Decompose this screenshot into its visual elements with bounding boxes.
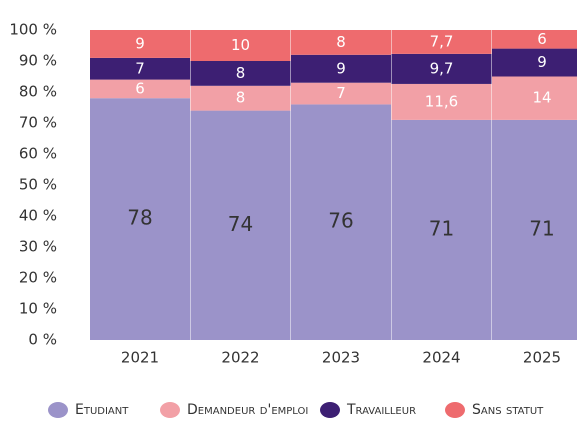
y-tick-label: 100 % — [9, 21, 57, 39]
y-tick-label: 10 % — [19, 300, 57, 318]
data-label: 7 — [336, 84, 346, 102]
bar-segment — [291, 30, 391, 55]
data-label: 71 — [429, 216, 454, 240]
data-label: 7,7 — [430, 32, 454, 50]
legend-label: Demandeur d'emploi — [187, 402, 308, 418]
data-label: 14 — [532, 89, 551, 107]
data-label: 71 — [529, 216, 554, 240]
data-label: 10 — [231, 36, 250, 54]
bar-segment — [190, 61, 291, 86]
data-label: 8 — [236, 64, 246, 82]
legend-marker — [445, 402, 465, 418]
data-label: 74 — [228, 212, 253, 236]
bar-segment — [391, 119, 492, 341]
bar-segment — [90, 30, 190, 58]
bar-segment — [90, 98, 190, 340]
bar-segment — [90, 79, 190, 99]
bar-segment — [190, 30, 291, 61]
data-label: 9,7 — [430, 59, 454, 77]
bar-segment — [291, 54, 391, 83]
bar-segment — [391, 53, 492, 84]
y-tick-label: 70 % — [19, 114, 57, 132]
y-tick-label: 40 % — [19, 207, 57, 225]
bar-segment — [492, 119, 577, 341]
data-label: 76 — [328, 209, 353, 233]
legend-marker — [160, 402, 180, 418]
legend-label: Travailleur — [346, 402, 416, 418]
x-tick-label: 2022 — [221, 349, 259, 367]
y-tick-label: 50 % — [19, 176, 57, 194]
data-label: 7 — [135, 59, 145, 77]
bar-segment — [291, 82, 391, 105]
legend-marker — [48, 402, 68, 418]
legend-marker — [320, 402, 340, 418]
data-label: 6 — [537, 30, 547, 48]
x-tick-label: 2025 — [523, 349, 561, 367]
bar-segment — [492, 76, 577, 120]
data-label: 11,6 — [425, 92, 458, 110]
bar-segment — [190, 85, 291, 111]
data-label: 6 — [135, 79, 145, 97]
y-tick-label: 0 % — [28, 331, 57, 349]
bar-segment — [190, 110, 291, 340]
bar-segment — [492, 30, 577, 49]
legend-label: Etudiant — [75, 402, 129, 418]
y-tick-label: 60 % — [19, 145, 57, 163]
bar-segment — [391, 30, 492, 54]
data-label: 8 — [236, 89, 246, 107]
y-tick-label: 80 % — [19, 83, 57, 101]
legend-label: Sans statut — [472, 402, 544, 418]
bar-segment — [291, 104, 391, 341]
bar-segment — [391, 83, 492, 120]
bar-segment — [492, 48, 577, 77]
y-tick-label: 30 % — [19, 238, 57, 256]
data-label: 9 — [537, 53, 547, 71]
data-label: 9 — [336, 59, 346, 77]
data-label: 9 — [135, 34, 145, 52]
bar-segment — [90, 57, 190, 80]
x-tick-label: 2023 — [322, 349, 360, 367]
data-label: 8 — [336, 33, 346, 51]
x-tick-label: 2024 — [422, 349, 460, 367]
x-tick-label: 2021 — [121, 349, 159, 367]
y-tick-label: 90 % — [19, 52, 57, 70]
data-label: 78 — [127, 206, 152, 230]
y-tick-label: 20 % — [19, 269, 57, 287]
